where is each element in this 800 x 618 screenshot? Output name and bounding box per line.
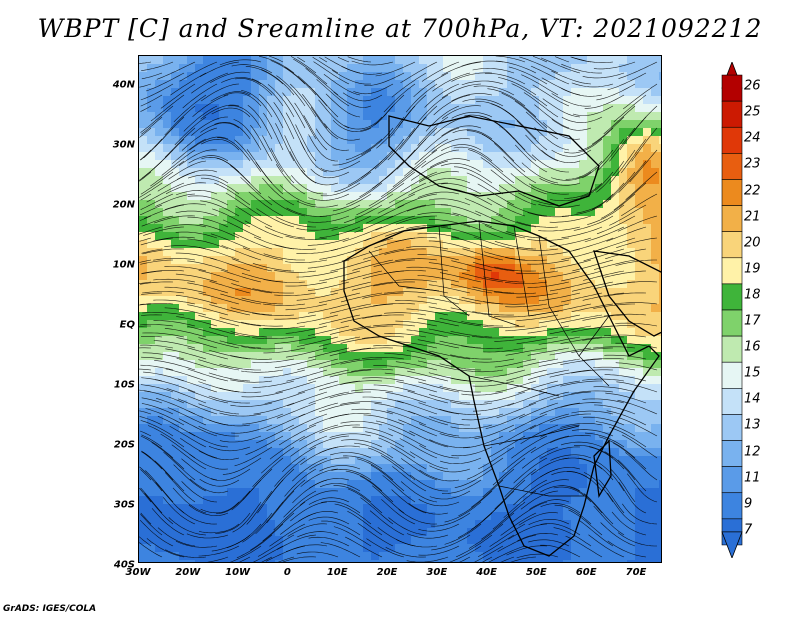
temperature-shading	[139, 56, 661, 562]
lat-tick-label: 10S	[113, 379, 135, 391]
colorbar-swatch	[721, 100, 743, 128]
colorbar-swatch	[721, 283, 743, 311]
colorbar-tick-label: 15	[744, 365, 761, 381]
colorbar-swatch	[721, 179, 743, 206]
lon-tick-label: 0	[283, 567, 291, 578]
colorbar-tick-label: 9	[744, 496, 753, 512]
lon-tick-label: 10W	[225, 567, 251, 578]
colorbar-swatch	[721, 205, 743, 232]
colorbar-tick-label: 17	[744, 313, 761, 329]
colorbar-tick-label: 20	[744, 235, 761, 251]
lat-tick-label: 10N	[112, 259, 135, 271]
lat-tick-label: 40N	[112, 79, 135, 91]
lon-tick-label: 60E	[575, 567, 597, 578]
lat-tick-label: 40S	[113, 559, 135, 571]
colorbar-swatch	[721, 74, 743, 102]
colorbar-tick-label: 19	[744, 261, 761, 277]
colorbar-swatch	[721, 257, 743, 285]
lat-tick-label: 20S	[113, 439, 135, 451]
lon-tick-label: 30W	[125, 567, 151, 578]
colorbar-tick-label: 22	[744, 183, 761, 199]
colorbar-swatch	[721, 492, 743, 520]
colorbar-bottom-arrow	[721, 531, 743, 558]
colorbar-tick-label: 13	[744, 417, 761, 433]
colorbar-tick-label: 23	[744, 156, 761, 172]
lat-tick-label: 30S	[113, 499, 135, 511]
credit-text: GrADS: IGES/COLA	[3, 604, 97, 614]
lon-tick-label: 70E	[625, 567, 647, 578]
weather-map-svg	[139, 56, 661, 562]
lat-tick-label: 20N	[112, 199, 135, 211]
chart-title: WBPT [C] and Sreamline at 700hPa, VT: 20…	[37, 14, 763, 43]
colorbar-swatch	[721, 361, 743, 389]
lon-tick-label: 10E	[326, 567, 348, 578]
colorbar-swatch	[721, 309, 743, 337]
colorbar-tick-label: 12	[744, 444, 761, 460]
colorbar-tick-label: 11	[744, 470, 761, 486]
lat-tick-label: 30N	[112, 139, 135, 151]
lon-tick-label: 30E	[426, 567, 448, 578]
colorbar-swatch	[721, 335, 743, 363]
lat-tick-label: EQ	[119, 319, 135, 331]
colorbar-tick-label: 14	[744, 391, 761, 407]
streamlines	[139, 56, 658, 562]
colorbar-swatch	[721, 153, 743, 180]
colorbar-swatch	[721, 388, 743, 415]
lon-tick-label: 50E	[526, 567, 547, 578]
colorbar-swatch	[721, 466, 743, 494]
colorbar	[721, 62, 743, 558]
lon-tick-label: 20W	[175, 567, 201, 578]
colorbar-swatch	[721, 414, 743, 441]
colorbar-tick-label: 16	[744, 339, 761, 355]
colorbar-tick-label: 21	[744, 209, 761, 225]
colorbar-tick-label: 18	[744, 287, 761, 303]
colorbar-swatch	[721, 231, 743, 259]
colorbar-tick-label: 7	[744, 522, 753, 538]
map-panel	[138, 55, 662, 563]
country-borders	[368, 220, 610, 497]
colorbar-swatch	[721, 440, 743, 467]
colorbar-swatch	[721, 126, 743, 154]
lon-tick-label: 40E	[476, 567, 497, 578]
colorbar-tick-label: 25	[744, 104, 761, 120]
colorbar-tick-label: 24	[744, 130, 761, 146]
lon-tick-label: 20E	[376, 567, 398, 578]
colorbar-tick-label: 26	[744, 78, 761, 94]
